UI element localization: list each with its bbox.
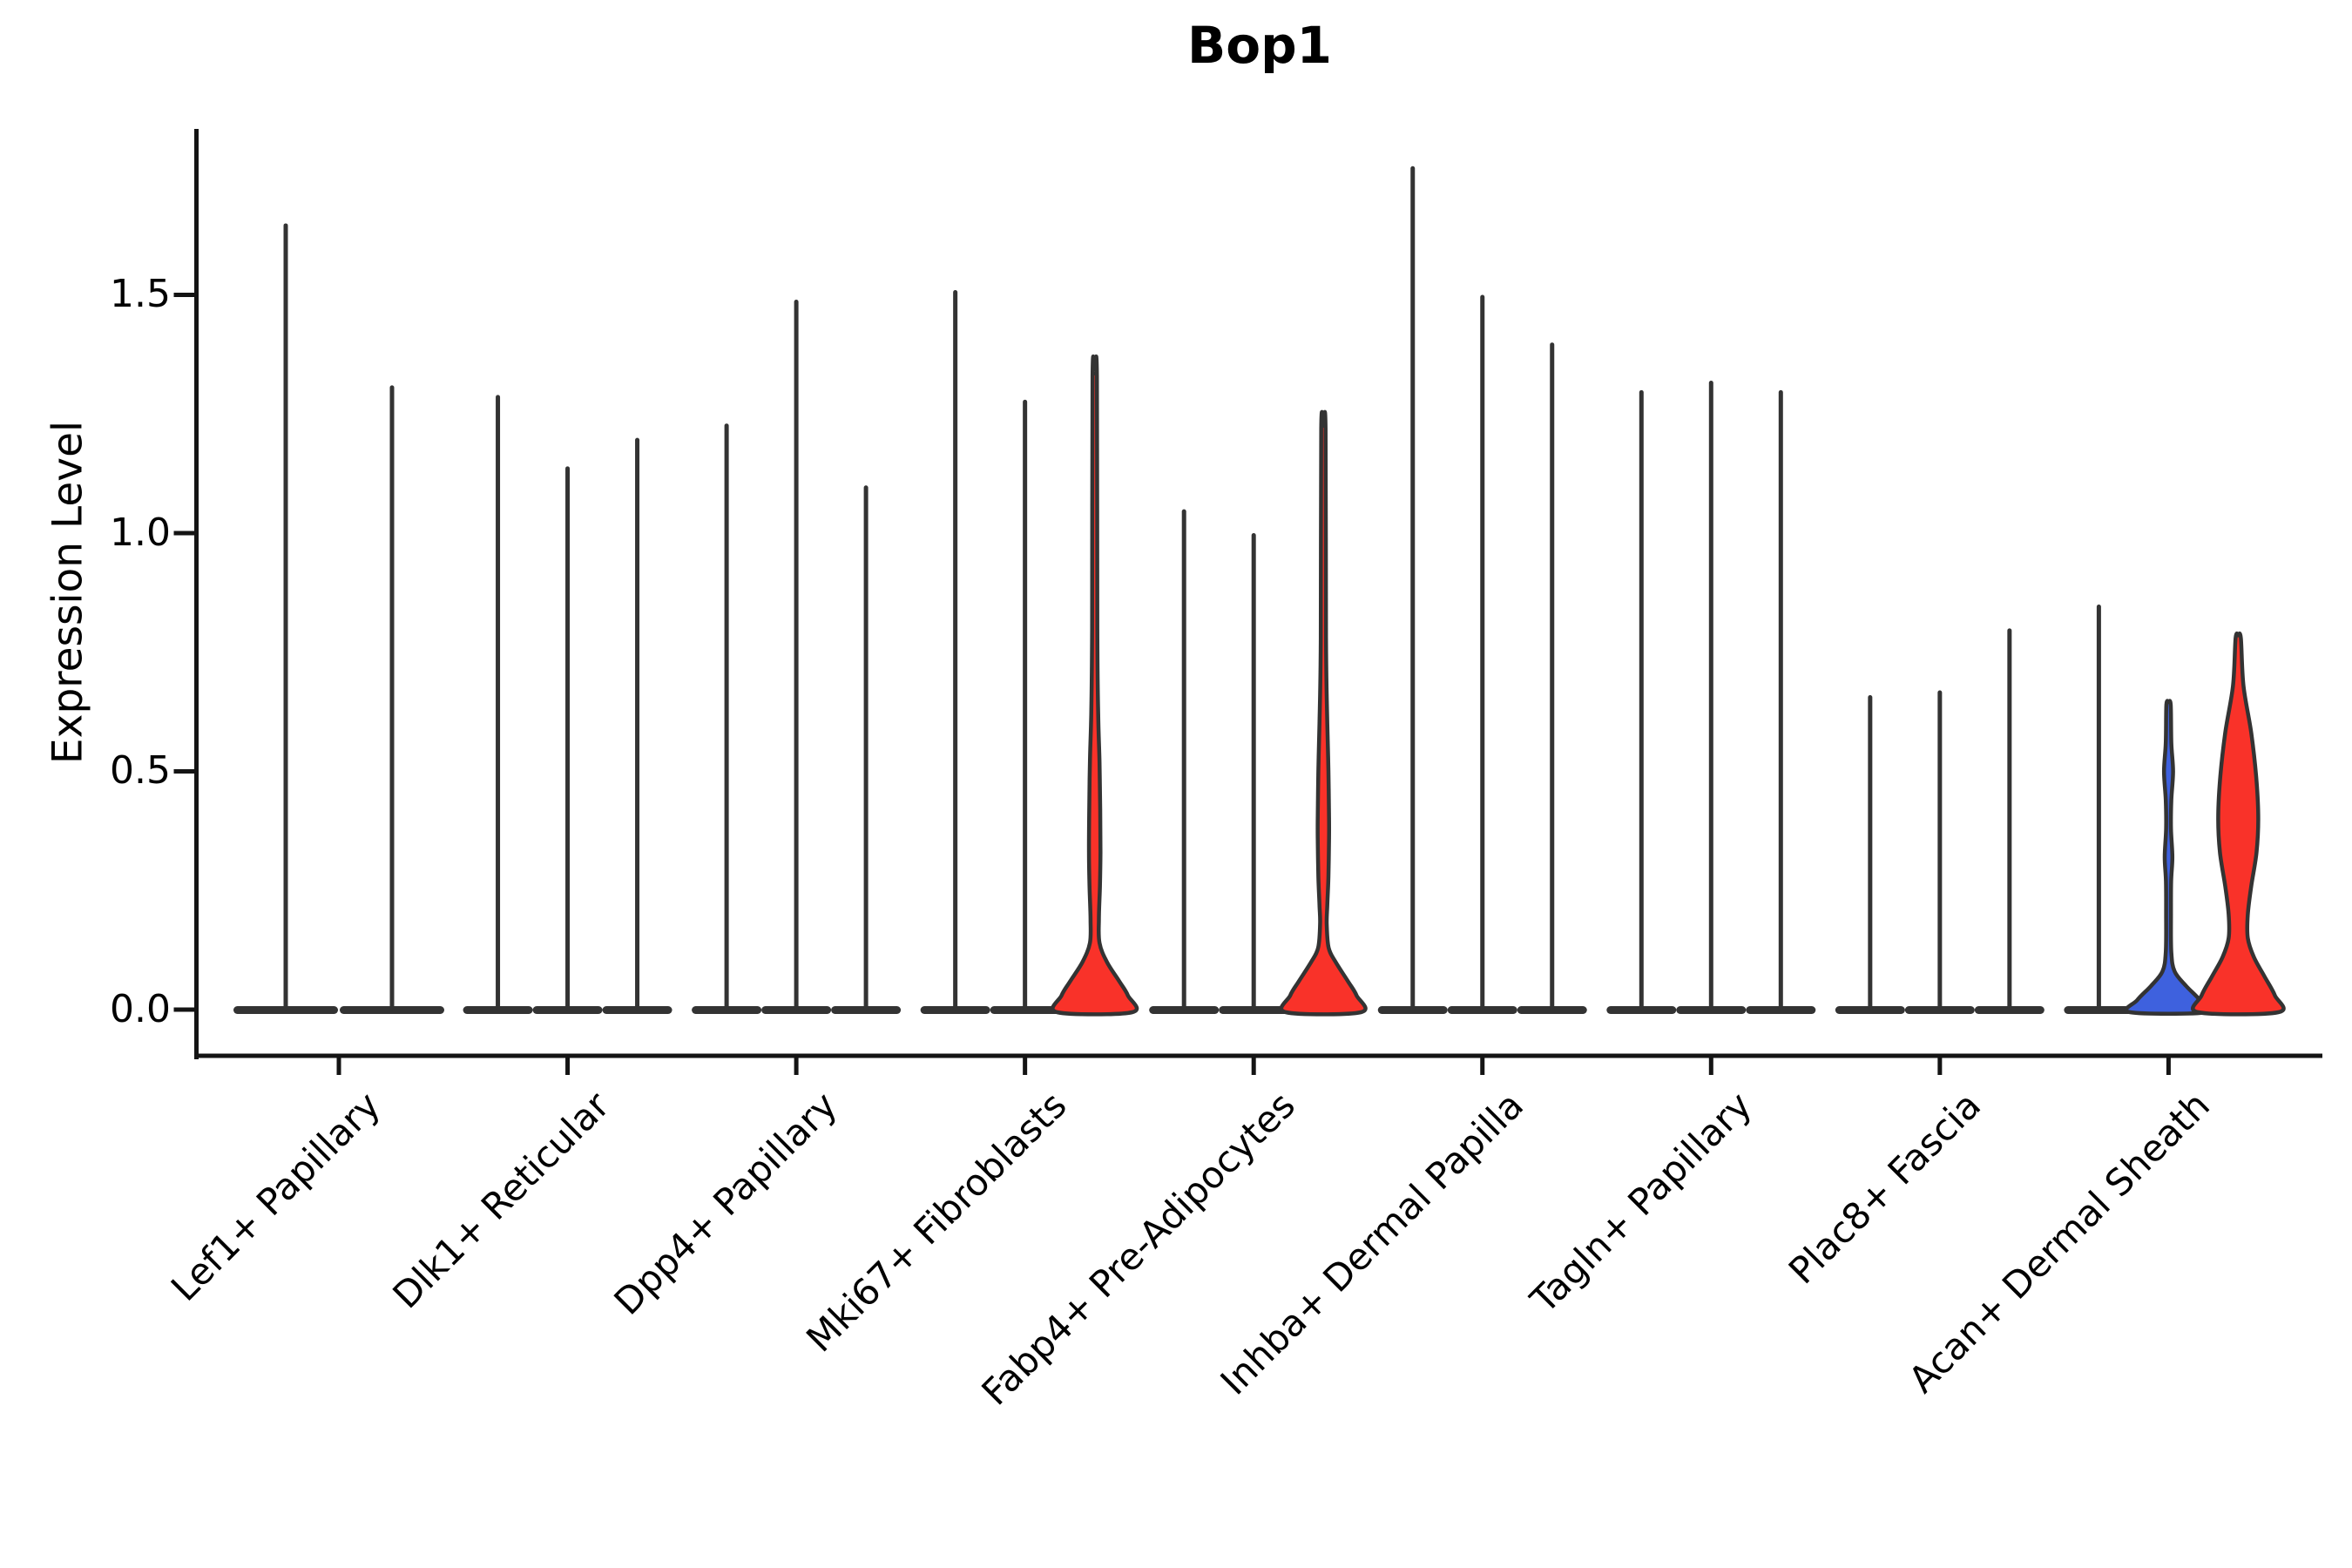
violin-red xyxy=(1279,409,1368,1017)
violin-blue xyxy=(2124,699,2213,1016)
y-tick-label: 0.0 xyxy=(110,987,171,1031)
x-tick xyxy=(565,1056,571,1075)
x-tick xyxy=(1251,1056,1256,1075)
x-tick xyxy=(1480,1056,1485,1075)
y-tick-label: 1.5 xyxy=(110,272,171,316)
x-tick xyxy=(1708,1056,1713,1075)
y-tick xyxy=(173,531,195,536)
x-tick xyxy=(2166,1056,2171,1075)
x-tick xyxy=(336,1056,341,1075)
chart-title: Bop1 xyxy=(1187,16,1332,75)
y-axis-label: Expression Level xyxy=(44,420,92,765)
x-tick xyxy=(794,1056,799,1075)
y-tick xyxy=(173,1007,195,1012)
x-axis-spine xyxy=(194,1053,2322,1058)
y-tick xyxy=(173,769,195,774)
y-tick-label: 0.5 xyxy=(110,748,171,793)
x-tick xyxy=(1023,1056,1028,1075)
violin-red xyxy=(2191,632,2286,1017)
x-tick xyxy=(1937,1056,1943,1075)
y-tick xyxy=(173,293,195,297)
y-axis-spine xyxy=(194,129,199,1059)
violin-red xyxy=(1051,355,1139,1017)
y-tick-label: 1.0 xyxy=(110,510,171,555)
